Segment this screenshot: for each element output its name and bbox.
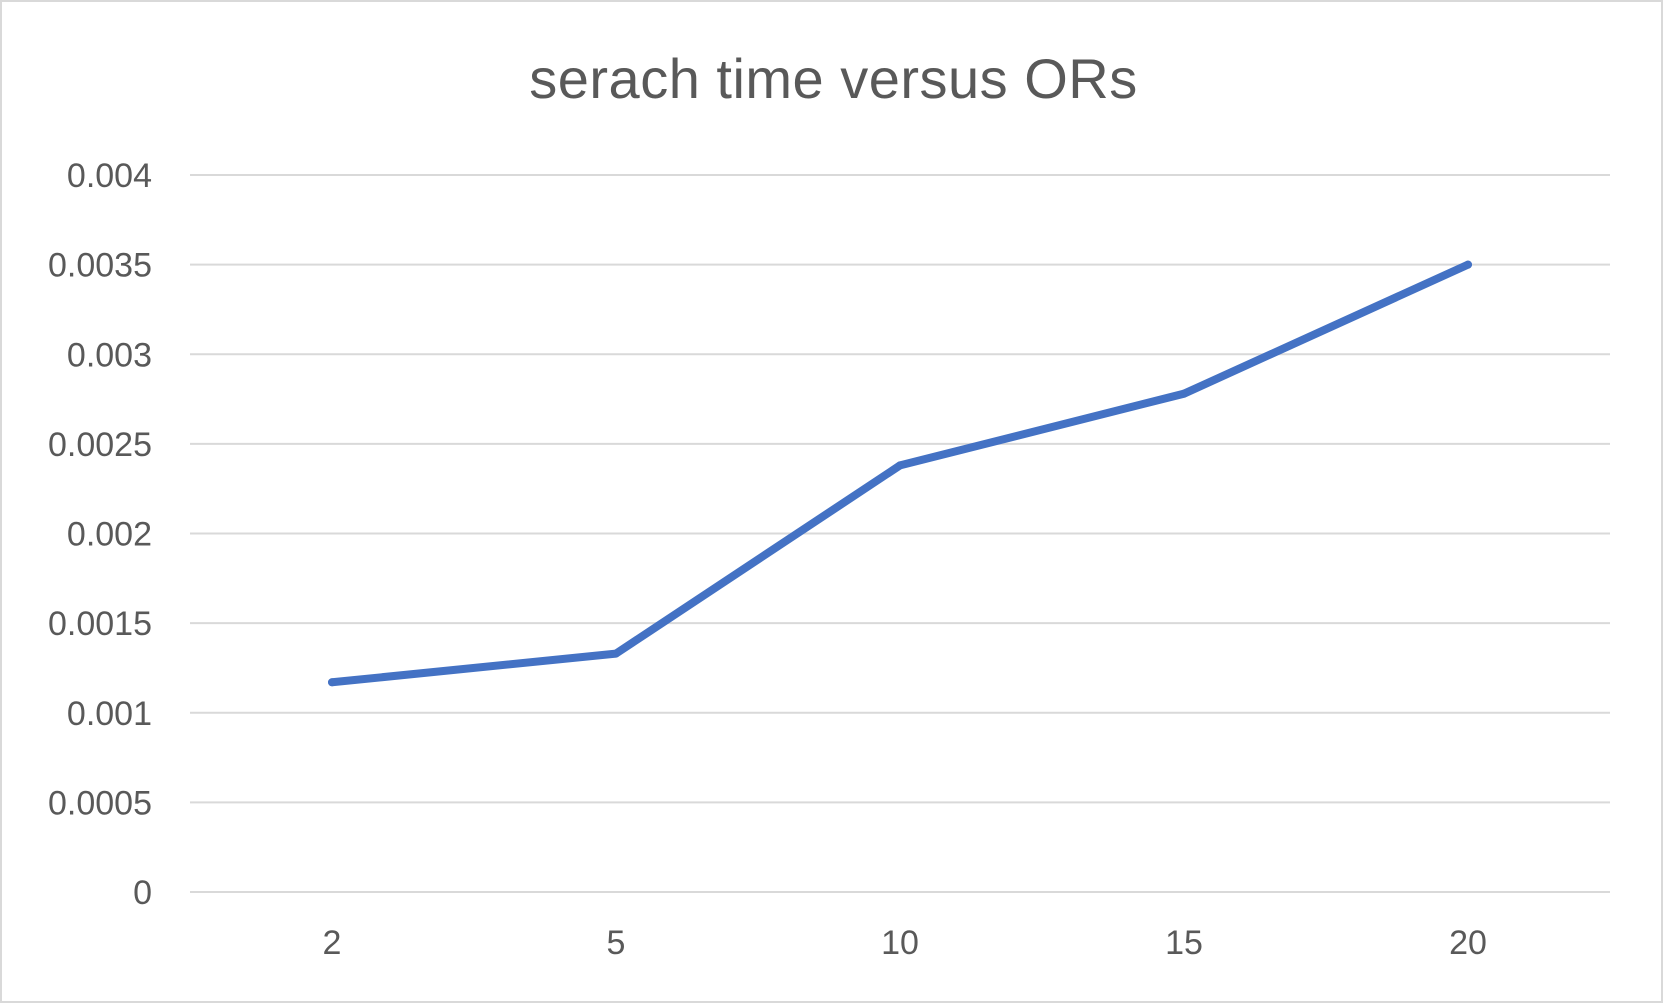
x-axis-tick-labels: 2 5 10 15 20 xyxy=(323,924,1487,962)
series-group xyxy=(328,260,1472,687)
y-tick-label: 0.0035 xyxy=(48,247,152,285)
y-tick-label: 0.004 xyxy=(67,157,152,195)
y-tick-label: 0.0005 xyxy=(48,784,152,822)
data-point xyxy=(612,649,620,658)
y-tick-label: 0.003 xyxy=(67,336,152,374)
data-point xyxy=(328,678,336,687)
y-tick-label: 0.0025 xyxy=(48,426,152,464)
x-tick-label: 20 xyxy=(1449,924,1487,962)
y-axis-tick-labels: 0 0.0005 0.001 0.0015 0.002 0.0025 0.003 0.0035… xyxy=(48,157,152,912)
chart-title: serach time versus ORs xyxy=(529,47,1138,110)
x-tick-label: 2 xyxy=(323,924,342,962)
data-point xyxy=(1464,260,1472,269)
x-tick-label: 10 xyxy=(881,924,919,962)
y-tick-label: 0 xyxy=(133,874,152,912)
y-tick-label: 0.002 xyxy=(67,516,152,554)
x-tick-label: 15 xyxy=(1165,924,1203,962)
data-point xyxy=(1180,389,1188,398)
data-point xyxy=(896,461,904,470)
y-tick-label: 0.001 xyxy=(67,695,152,733)
gridlines xyxy=(190,174,1610,893)
x-tick-label: 5 xyxy=(607,924,626,962)
series-line xyxy=(328,260,1472,687)
y-tick-label: 0.0015 xyxy=(48,605,152,643)
